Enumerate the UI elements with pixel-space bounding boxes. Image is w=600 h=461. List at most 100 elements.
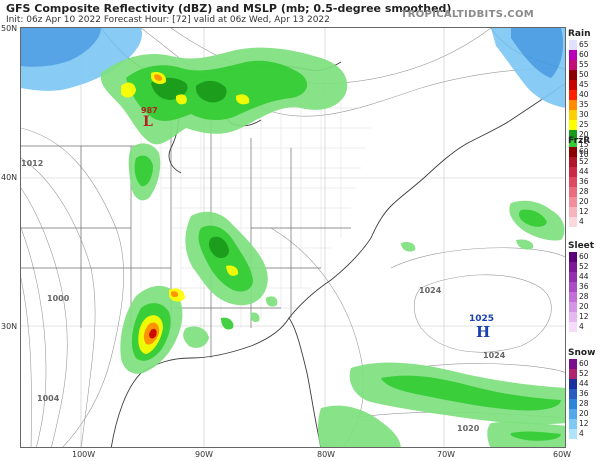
legend-swatch (569, 100, 577, 110)
legend-value: 12 (579, 207, 589, 216)
legend-swatch (569, 419, 577, 429)
legend-swatch (569, 282, 577, 292)
legend-value: 52 (579, 157, 589, 166)
legend-value: 45 (579, 80, 589, 89)
legend-swatch (569, 409, 577, 419)
lon-label-100w: 100W (72, 450, 96, 459)
low-pressure-value: 987 (141, 106, 158, 115)
legend-level: 52 (568, 262, 598, 272)
legend-value: 36 (579, 389, 589, 398)
legend-rain: Rain 65 60 55 50 45 40 35 30 25 20 15 10 (568, 28, 598, 160)
rain-area (519, 209, 547, 227)
legend-rain-scale: 65 60 55 50 45 40 35 30 25 20 15 10 (568, 40, 598, 160)
legend-value: 60 (579, 359, 589, 368)
map-title: GFS Composite Reflectivity (dBZ) and MSL… (6, 2, 452, 15)
legend-value: 60 (579, 147, 589, 156)
lon-label-60w: 60W (553, 450, 572, 459)
legend-snow: Snow 60 52 44 36 28 20 12 4 (568, 347, 598, 439)
legend-level: 4 (568, 429, 598, 439)
legend-level: 52 (568, 369, 598, 379)
legend-snow-scale: 60 52 44 36 28 20 12 4 (568, 359, 598, 439)
legend-level: 44 (568, 167, 598, 177)
isobar-label: 1024 (483, 351, 506, 360)
rain-area (318, 405, 401, 447)
reflectivity-map: 1024 1024 1012 1004 1000 1020 987 L 1025… (21, 28, 565, 447)
legend-swatch (569, 197, 577, 207)
legend-swatch (569, 147, 577, 157)
legend-swatch (569, 252, 577, 262)
legend-sleet-scale: 60 52 44 36 28 20 12 4 (568, 252, 598, 332)
rain-area (250, 312, 260, 323)
legend-value: 50 (579, 70, 589, 79)
lat-label-30n: 30N (1, 322, 18, 331)
legend-snow-title: Snow (568, 348, 596, 358)
legend-value: 44 (579, 379, 589, 388)
legend-value: 52 (579, 369, 589, 378)
rain-cell (149, 328, 157, 339)
isobar-label: 1024 (419, 286, 442, 295)
legend-level: 12 (568, 207, 598, 217)
legend-value: 28 (579, 292, 589, 301)
legend-value: 10 (579, 150, 589, 159)
legend-sleet-title: Sleet (568, 241, 595, 251)
legend-level: 60 (568, 50, 598, 60)
legend-swatch (569, 359, 577, 369)
legend-swatch (569, 140, 577, 150)
isobar-label: 1000 (47, 294, 70, 303)
legend-level: 45 (568, 80, 598, 90)
legend-value: 20 (579, 302, 589, 311)
legend-swatch (569, 177, 577, 187)
legend-swatch (569, 292, 577, 302)
legend-swatch (569, 302, 577, 312)
legend-swatch (569, 90, 577, 100)
legend-value: 60 (579, 50, 589, 59)
legend-swatch (569, 389, 577, 399)
precipitation-layer (21, 28, 565, 447)
legend-value: 35 (579, 100, 589, 109)
rain-cell (121, 82, 136, 98)
legend-swatch (569, 70, 577, 80)
legend-value: 52 (579, 262, 589, 271)
map-panel: 1024 1024 1012 1004 1000 1020 987 L 1025… (20, 27, 566, 448)
legend-swatch (569, 40, 577, 50)
high-pressure-symbol: H (476, 323, 490, 341)
isobar-label: 1012 (21, 159, 43, 168)
snow-area (511, 28, 563, 78)
legend-value: 65 (579, 40, 589, 49)
lon-label-90w: 90W (195, 450, 214, 459)
legend-level: 36 (568, 177, 598, 187)
rain-area (265, 296, 278, 307)
legend-value: 44 (579, 272, 589, 281)
lon-label-70w: 70W (437, 450, 456, 459)
rain-area (208, 236, 229, 258)
legend-level: 15 (568, 140, 598, 150)
legend-level: 60 (568, 359, 598, 369)
legend-level: 35 (568, 100, 598, 110)
legend-value: 44 (579, 167, 589, 176)
legend-frzr: FrzR 60 52 44 36 28 20 12 4 (568, 135, 598, 227)
legend-swatch (569, 272, 577, 282)
legend-level: 65 (568, 40, 598, 50)
legend-level: 55 (568, 60, 598, 70)
legend-level: 44 (568, 272, 598, 282)
legend-level: 52 (568, 157, 598, 167)
legend-swatch (569, 120, 577, 130)
legend-swatch (569, 80, 577, 90)
legend-level: 20 (568, 302, 598, 312)
legend-value: 15 (579, 140, 589, 149)
legend-frzr-scale: 60 52 44 36 28 20 12 4 (568, 147, 598, 227)
legend-value: 36 (579, 177, 589, 186)
legend-level: 12 (568, 419, 598, 429)
legend-rain-title: Rain (568, 29, 591, 39)
lat-label-50n: 50N (1, 24, 18, 33)
legend-value: 55 (579, 60, 589, 69)
legend-value: 20 (579, 197, 589, 206)
legend-swatch (569, 60, 577, 70)
legend-value: 36 (579, 282, 589, 291)
legend-level: 28 (568, 292, 598, 302)
legend-level: 4 (568, 322, 598, 332)
rain-area (221, 317, 234, 330)
legend-value: 28 (579, 187, 589, 196)
legend-level: 28 (568, 187, 598, 197)
legend-swatch (569, 157, 577, 167)
